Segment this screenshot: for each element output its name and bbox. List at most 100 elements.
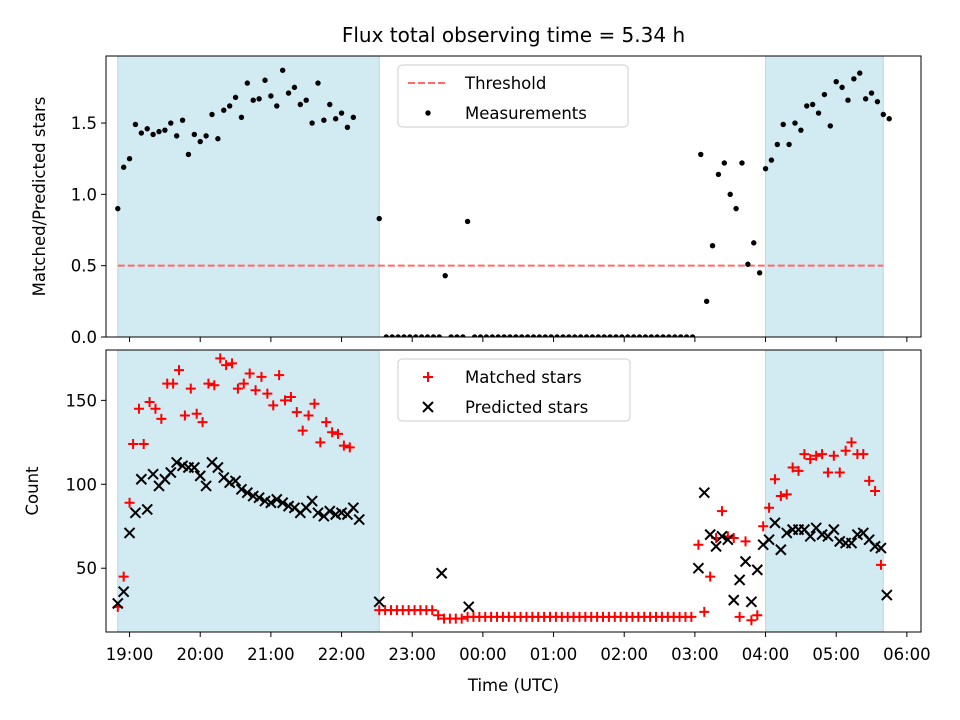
data-point	[666, 334, 672, 337]
data-point	[185, 383, 196, 394]
data-point	[197, 138, 203, 145]
data-point	[280, 395, 291, 406]
data-point	[477, 334, 484, 337]
data-point	[321, 117, 327, 123]
data-point	[185, 151, 192, 158]
data-point	[804, 103, 810, 109]
data-point	[739, 160, 745, 166]
data-point	[212, 461, 224, 474]
data-point	[274, 103, 280, 109]
data-point	[436, 334, 443, 337]
x-tick-label: 19:00	[106, 645, 154, 664]
data-point	[141, 503, 153, 516]
data-point	[226, 103, 233, 109]
data-point	[495, 334, 501, 337]
data-point	[147, 468, 159, 480]
x-tick-label: 05:00	[812, 645, 860, 664]
data-point	[762, 165, 769, 172]
data-point	[407, 334, 413, 337]
data-point	[752, 610, 763, 621]
data-point	[880, 111, 887, 118]
data-point	[857, 70, 863, 76]
chart-title: Flux total observing time = 5.34 h	[342, 23, 685, 47]
data-point	[774, 141, 781, 148]
data-point	[244, 368, 255, 379]
data-point	[395, 334, 401, 337]
y-tick-label: 50	[76, 559, 97, 578]
data-point	[168, 120, 174, 126]
data-point	[250, 97, 256, 103]
data-point	[144, 397, 155, 408]
data-point	[686, 611, 697, 622]
data-point	[886, 116, 892, 122]
data-point	[751, 564, 764, 576]
data-point	[238, 114, 245, 121]
data-point	[132, 121, 139, 128]
data-point	[235, 483, 248, 496]
data-point	[291, 84, 298, 91]
data-point	[327, 101, 333, 108]
data-point	[117, 586, 130, 598]
x-tick-label: 22:00	[318, 645, 366, 664]
legend-marker	[422, 401, 434, 413]
data-point	[221, 107, 227, 113]
data-point	[279, 67, 286, 73]
data-point	[265, 497, 277, 509]
legend: Threshold Measurements	[397, 64, 629, 128]
data-point	[709, 243, 716, 249]
data-point	[864, 475, 875, 486]
shaded-interval	[117, 56, 380, 337]
series-measurements	[115, 67, 892, 337]
x-tick-label: 20:00	[176, 645, 224, 664]
data-point	[821, 91, 828, 98]
data-point	[780, 121, 786, 128]
data-point	[303, 97, 309, 103]
series-matched-stars	[112, 353, 886, 626]
data-point	[740, 536, 751, 547]
data-point	[560, 334, 566, 337]
data-point	[156, 128, 162, 135]
data-point	[733, 205, 739, 212]
data-point	[344, 442, 355, 453]
legend-box	[397, 64, 629, 128]
data-point	[315, 437, 326, 448]
data-point	[746, 615, 757, 626]
data-point	[710, 540, 722, 553]
data-point	[276, 497, 289, 509]
data-point	[625, 334, 631, 337]
data-point	[241, 486, 254, 499]
data-point	[156, 413, 167, 424]
data-point	[698, 151, 704, 158]
data-point	[144, 126, 150, 132]
data-point	[168, 378, 179, 389]
data-point	[703, 298, 710, 305]
data-point	[129, 507, 142, 519]
data-point	[792, 120, 798, 126]
data-point	[303, 410, 314, 421]
data-point	[845, 97, 851, 103]
data-point	[881, 589, 893, 601]
data-point	[704, 528, 716, 541]
data-point	[745, 261, 751, 267]
data-point	[401, 334, 407, 337]
data-point	[229, 475, 242, 487]
data-point	[338, 110, 345, 116]
data-point	[427, 605, 438, 616]
data-point	[150, 403, 161, 414]
data-point	[870, 486, 881, 496]
data-point	[619, 334, 625, 337]
data-point	[285, 90, 292, 96]
data-point	[799, 449, 810, 460]
data-point	[775, 491, 786, 502]
data-point	[324, 505, 336, 517]
data-point	[418, 334, 425, 337]
data-point	[297, 101, 304, 108]
data-point	[118, 571, 129, 582]
data-point	[739, 555, 752, 568]
x-tick-label: 23:00	[388, 645, 436, 664]
data-point	[734, 611, 745, 622]
data-point	[162, 127, 168, 133]
x-tick-label: 04:00	[742, 645, 790, 664]
data-point	[291, 407, 302, 418]
data-point	[383, 334, 390, 337]
